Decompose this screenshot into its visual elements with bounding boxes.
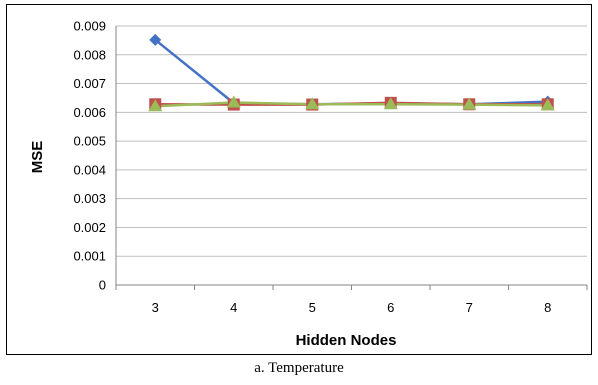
y-tick-label: 0.005 xyxy=(73,134,106,149)
figure-caption: a. Temperature xyxy=(254,360,344,376)
series-3-point xyxy=(540,98,555,111)
series-lines xyxy=(154,38,548,108)
y-tick-label: 0.007 xyxy=(73,76,106,91)
x-tick-labels: 3 4 5 6 7 8 xyxy=(152,300,552,315)
series-3-point xyxy=(305,97,320,110)
series-line-1 xyxy=(154,38,548,106)
series-1-point xyxy=(149,33,162,46)
y-tick-label: 0.001 xyxy=(73,249,106,264)
series-markers xyxy=(148,33,555,112)
series-line-3 xyxy=(155,101,548,108)
y-tick-label: 0.002 xyxy=(73,220,106,235)
x-tick-label: 6 xyxy=(387,300,394,315)
y-axis-title: MSE xyxy=(29,141,46,174)
x-axis-title: Hidden Nodes xyxy=(296,332,397,349)
x-tick-label: 3 xyxy=(152,300,159,315)
x-tick-label: 7 xyxy=(466,300,473,315)
y-tick-labels: 0 0.001 0.002 0.003 0.004 0.005 0.006 0.007 0.00… xyxy=(73,19,106,293)
series-3-point xyxy=(462,97,477,110)
y-tick-label: 0.006 xyxy=(73,105,106,120)
y-tick-label: 0.008 xyxy=(73,47,106,62)
series-3-point xyxy=(148,99,163,112)
y-tick-label: 0.004 xyxy=(73,162,106,177)
series-3-point xyxy=(383,97,398,110)
series-3-point xyxy=(226,95,241,108)
chart-frame: 0 0.001 0.002 0.003 0.004 0.005 0.006 0.007 0.00… xyxy=(6,4,592,355)
y-tick-label: 0.003 xyxy=(73,191,106,206)
x-tick-label: 5 xyxy=(309,300,316,315)
chart-svg: 0 0.001 0.002 0.003 0.004 0.005 0.006 0.007 0.00… xyxy=(29,19,588,349)
y-tick-label: 0 xyxy=(99,278,106,293)
gridlines xyxy=(115,25,588,290)
x-tick-label: 8 xyxy=(544,300,551,315)
x-tick-label: 4 xyxy=(230,300,237,315)
y-tick-label: 0.009 xyxy=(73,19,106,34)
